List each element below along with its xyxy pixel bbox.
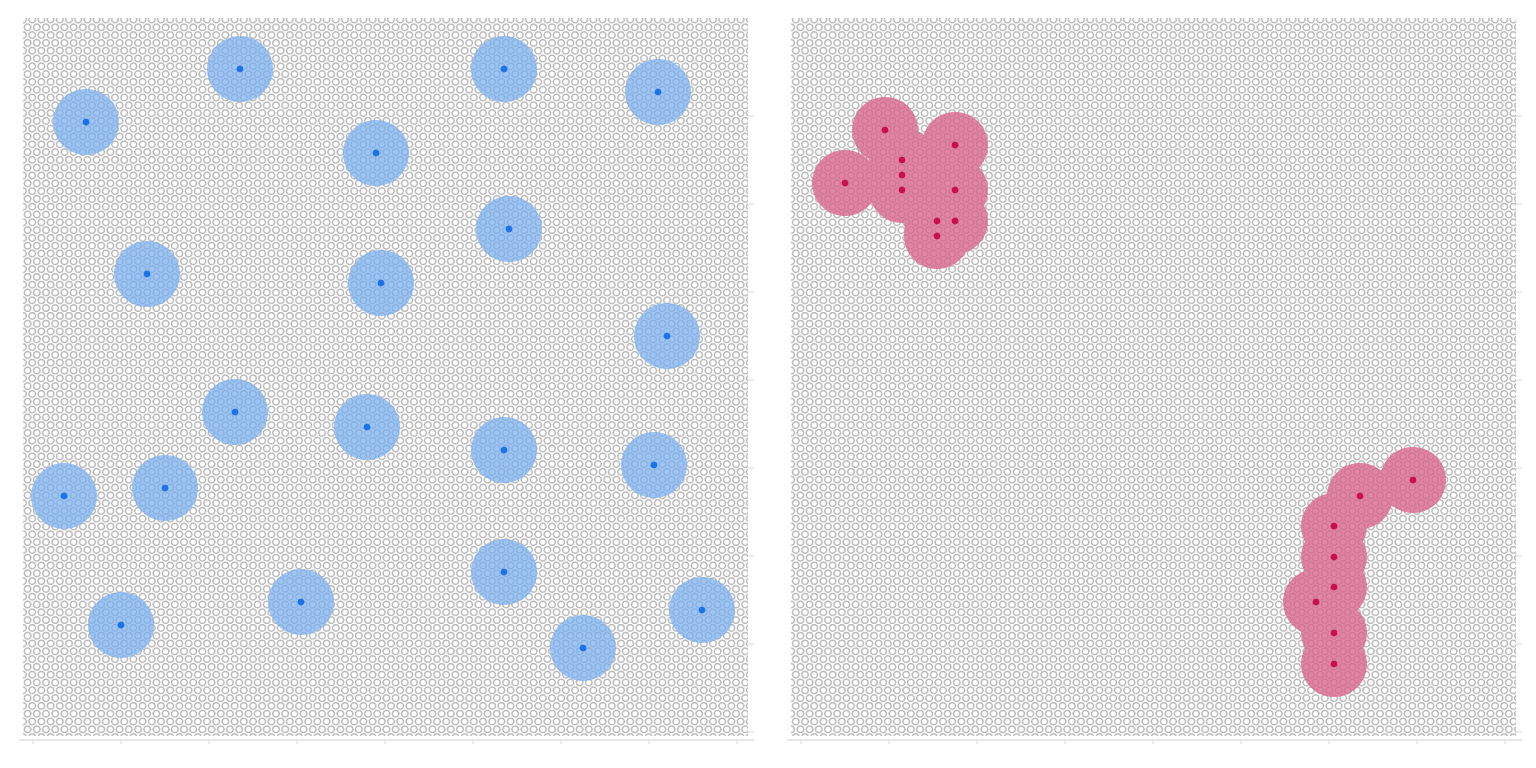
pink-center-dot bbox=[951, 186, 959, 194]
blue-center-dot bbox=[161, 484, 169, 492]
blue-center-dot bbox=[500, 568, 508, 576]
blue-center-dot bbox=[372, 149, 380, 157]
right-frame-ticks bbox=[787, 115, 1522, 744]
pink-center-dot bbox=[1330, 553, 1338, 561]
pink-center-dot bbox=[951, 141, 959, 149]
blue-center-dot bbox=[143, 270, 151, 278]
blue-center-dot bbox=[363, 423, 371, 431]
blue-center-dot bbox=[500, 65, 508, 73]
blue-center-dot bbox=[505, 225, 513, 233]
pink-center-dot bbox=[841, 179, 849, 187]
blue-center-dot bbox=[654, 88, 662, 96]
pink-center-dot bbox=[1330, 583, 1338, 591]
blue-center-dot bbox=[297, 598, 305, 606]
blue-center-dot bbox=[82, 118, 90, 126]
blue-center-dot bbox=[377, 279, 385, 287]
left-center-layer bbox=[60, 65, 706, 652]
pink-center-dot bbox=[933, 232, 941, 240]
blue-center-dot bbox=[236, 65, 244, 73]
blue-center-dot bbox=[231, 408, 239, 416]
pink-center-dot bbox=[1312, 598, 1320, 606]
right-center-layer bbox=[841, 126, 1417, 668]
pink-center-dot bbox=[898, 156, 906, 164]
pink-center-dot bbox=[951, 217, 959, 225]
pink-center-dot bbox=[1356, 492, 1364, 500]
pink-center-dot bbox=[1330, 660, 1338, 668]
pink-center-dot bbox=[881, 126, 889, 134]
blue-center-dot bbox=[117, 621, 125, 629]
pink-center-dot bbox=[1330, 522, 1338, 530]
blue-center-dot bbox=[500, 446, 508, 454]
blue-center-dot bbox=[579, 644, 587, 652]
left-panel bbox=[19, 18, 754, 744]
pink-center-dot bbox=[1409, 476, 1417, 484]
pink-center-dot bbox=[898, 171, 906, 179]
right-panel bbox=[787, 18, 1522, 744]
pink-center-dot bbox=[933, 217, 941, 225]
blue-center-dot bbox=[663, 332, 671, 340]
blue-center-dot bbox=[650, 461, 658, 469]
blue-center-dot bbox=[60, 492, 68, 500]
pink-center-dot bbox=[1330, 629, 1338, 637]
pink-center-dot bbox=[898, 186, 906, 194]
blue-center-dot bbox=[698, 606, 706, 614]
left-frame-ticks bbox=[19, 115, 754, 744]
